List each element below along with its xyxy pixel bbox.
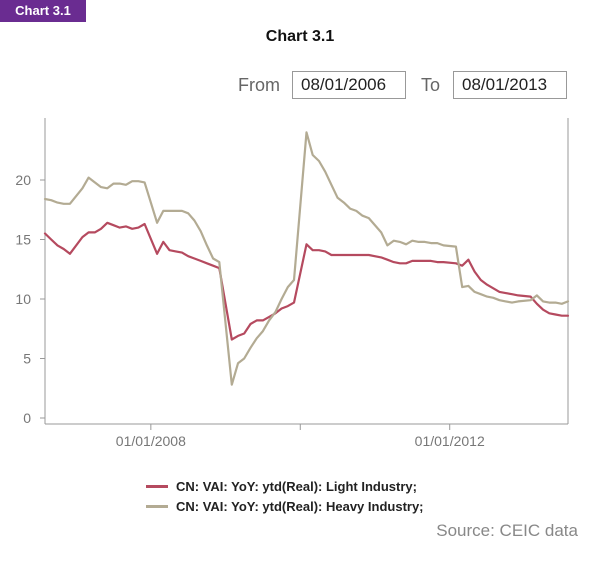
y-tick-label: 0 [23, 410, 31, 426]
legend-swatch-heavy-industry [146, 504, 168, 508]
legend-label-heavy-industry: CN: VAI: YoY: ytd(Real): Heavy Industry; [176, 498, 424, 514]
heavy-industry-line [43, 131, 570, 386]
to-date-input[interactable]: 08/01/2013 [453, 71, 567, 99]
y-tick-label: 20 [15, 172, 31, 188]
chart-badge: Chart 3.1 [0, 0, 86, 22]
to-label: To [421, 75, 441, 95]
y-tick-label: 10 [15, 291, 31, 307]
plot-area [43, 131, 570, 386]
legend: CN: VAI: YoY: ytd(Real): Light Industry;… [146, 476, 424, 516]
y-tick-label: 5 [23, 351, 31, 367]
from-label: From [238, 75, 280, 95]
x-tick-label: 01/01/2012 [415, 433, 485, 449]
legend-swatch-light-industry [146, 484, 168, 488]
x-tick-label: 01/01/2008 [116, 433, 186, 449]
from-date-input[interactable]: 08/01/2006 [292, 71, 406, 99]
legend-item-heavy-industry[interactable]: CN: VAI: YoY: ytd(Real): Heavy Industry; [146, 496, 424, 516]
legend-item-light-industry[interactable]: CN: VAI: YoY: ytd(Real): Light Industry; [146, 476, 424, 496]
chart-title: Chart 3.1 [265, 28, 335, 45]
chart-axes: 0 5 10 15 20 01/01/2008 01/01/2012 [15, 118, 569, 449]
light-industry-line [43, 221, 570, 341]
source-note: Source: CEIC data [436, 521, 578, 540]
legend-label-light-industry: CN: VAI: YoY: ytd(Real): Light Industry; [176, 478, 417, 494]
y-tick-label: 15 [15, 232, 31, 248]
